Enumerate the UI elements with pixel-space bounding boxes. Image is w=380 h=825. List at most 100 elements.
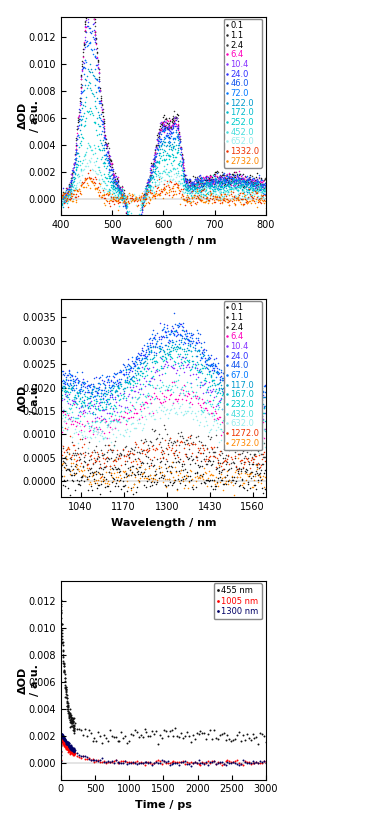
- Point: [149, 158, 155, 172]
- Point: [96, 397, 102, 410]
- Point: [68, 744, 74, 757]
- Point: [94, 42, 100, 55]
- Point: [186, 353, 192, 366]
- Point: [236, 174, 242, 187]
- Point: [205, 407, 211, 420]
- Point: [202, 177, 208, 190]
- Point: [158, 123, 164, 136]
- Point: [154, 337, 160, 351]
- Point: [104, 476, 110, 489]
- Point: [219, 464, 225, 477]
- Point: [143, 191, 149, 204]
- Point: [65, 381, 71, 394]
- Point: [173, 150, 179, 163]
- Point: [165, 460, 171, 474]
- Point: [253, 457, 259, 470]
- Point: [188, 189, 194, 202]
- Point: [256, 398, 262, 411]
- Point: [58, 755, 64, 768]
- Point: [183, 172, 189, 186]
- Point: [119, 190, 125, 203]
- Point: [71, 438, 77, 451]
- Point: [109, 184, 115, 197]
- Point: [128, 271, 134, 285]
- Point: [196, 173, 202, 186]
- Point: [220, 167, 226, 181]
- Point: [112, 193, 118, 206]
- Point: [82, 96, 89, 109]
- Point: [122, 191, 128, 204]
- Point: [59, 195, 65, 208]
- Point: [154, 474, 160, 487]
- Point: [194, 177, 200, 190]
- Point: [143, 375, 149, 388]
- Point: [157, 436, 163, 449]
- Point: [154, 132, 160, 145]
- Point: [241, 482, 247, 495]
- Point: [90, 9, 96, 22]
- Point: [105, 438, 111, 451]
- Point: [161, 754, 167, 767]
- Point: [160, 445, 166, 458]
- Point: [140, 466, 146, 479]
- Point: [78, 71, 84, 84]
- Point: [242, 467, 248, 480]
- Point: [169, 114, 175, 127]
- Point: [92, 182, 98, 196]
- Point: [111, 440, 117, 453]
- Point: [137, 238, 143, 251]
- Point: [120, 410, 127, 423]
- Point: [71, 722, 77, 735]
- Point: [162, 173, 168, 186]
- Point: [96, 478, 102, 492]
- Point: [59, 380, 65, 394]
- Point: [180, 473, 186, 486]
- Point: [77, 91, 83, 104]
- Point: [148, 156, 154, 169]
- Point: [157, 127, 163, 140]
- Point: [66, 185, 72, 198]
- Point: [70, 743, 76, 757]
- Point: [198, 177, 204, 191]
- Point: [109, 176, 115, 189]
- Point: [92, 465, 98, 478]
- Point: [244, 177, 250, 191]
- Point: [228, 384, 234, 397]
- Point: [172, 111, 178, 124]
- Point: [181, 441, 187, 455]
- Point: [116, 196, 122, 209]
- Point: [58, 746, 64, 759]
- Point: [145, 190, 151, 203]
- Point: [59, 734, 65, 747]
- Point: [78, 118, 84, 131]
- Point: [87, 385, 93, 398]
- Point: [168, 466, 174, 479]
- Point: [147, 173, 153, 186]
- Point: [157, 317, 163, 330]
- Point: [157, 728, 163, 742]
- Point: [231, 399, 237, 412]
- Point: [68, 740, 74, 753]
- Point: [162, 351, 168, 364]
- Point: [216, 176, 222, 189]
- Point: [226, 380, 233, 394]
- Point: [243, 394, 249, 407]
- Point: [224, 469, 230, 482]
- Point: [146, 196, 152, 210]
- Point: [187, 196, 193, 210]
- Point: [63, 741, 70, 754]
- Point: [159, 115, 165, 128]
- Point: [209, 398, 215, 411]
- Point: [245, 182, 251, 196]
- Point: [234, 175, 241, 188]
- Point: [258, 179, 264, 192]
- Point: [98, 190, 104, 203]
- Point: [195, 176, 201, 189]
- Point: [64, 422, 70, 436]
- Point: [250, 397, 256, 410]
- Point: [239, 175, 245, 188]
- Point: [138, 442, 144, 455]
- Point: [111, 194, 117, 207]
- Point: [178, 142, 184, 155]
- Point: [79, 64, 85, 77]
